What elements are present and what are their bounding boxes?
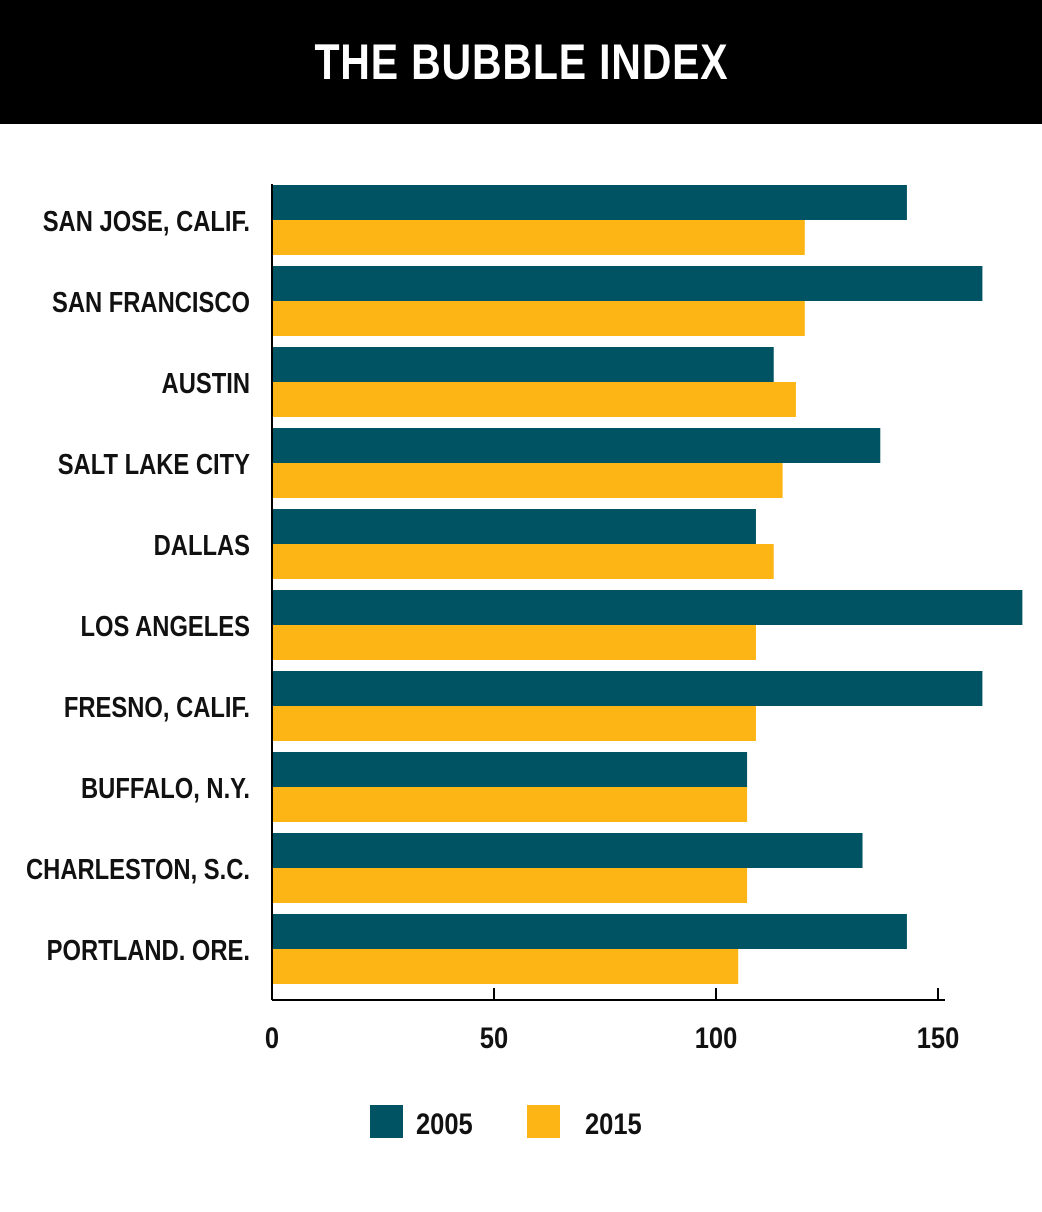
category-label: BUFFALO, N.Y. (81, 772, 250, 805)
bar-2015-9 (272, 949, 739, 984)
bar-2015-7 (272, 787, 748, 822)
bar-2015-8 (272, 868, 748, 903)
bar-2005-1 (272, 266, 983, 301)
bar-2005-2 (272, 347, 774, 382)
bar-2015-5 (272, 625, 756, 660)
x-tick-label: 150 (917, 1021, 960, 1054)
bar-2015-0 (272, 220, 805, 255)
chart-title: THE BUBBLE INDEX (313, 34, 729, 90)
legend-label-2015: 2015 (585, 1107, 642, 1140)
category-label: CHARLESTON, S.C. (26, 853, 250, 886)
bar-2005-0 (272, 185, 907, 220)
x-tick-label: 100 (695, 1021, 738, 1054)
bar-2005-6 (272, 671, 983, 706)
category-label: PORTLAND. ORE. (47, 934, 250, 967)
bar-2005-3 (272, 428, 881, 463)
category-label: FRESNO, CALIF. (64, 691, 250, 724)
bar-2015-6 (272, 706, 756, 741)
legend-swatch-2015 (527, 1105, 560, 1138)
category-label: SALT LAKE CITY (58, 448, 251, 481)
legend-swatch-2005 (370, 1105, 403, 1138)
bar-2005-5 (272, 590, 1023, 625)
x-tick-label: 50 (480, 1021, 508, 1054)
bar-2005-8 (272, 833, 863, 868)
bar-2015-4 (272, 544, 774, 579)
category-label: DALLAS (154, 529, 250, 562)
category-label: SAN FRANCISCO (52, 286, 250, 319)
bar-2005-4 (272, 509, 756, 544)
title-bar: THE BUBBLE INDEX (0, 0, 1042, 124)
bar-2005-7 (272, 752, 748, 787)
category-label: AUSTIN (162, 367, 250, 400)
bar-chart: SAN JOSE, CALIF. SAN FRANCISCO AUSTIN SALT … (26, 184, 1023, 1140)
bar-2005-9 (272, 914, 907, 949)
bar-2015-1 (272, 301, 805, 336)
x-tick-label: 0 (265, 1021, 279, 1054)
bar-2015-2 (272, 382, 796, 417)
category-label: LOS ANGELES (81, 610, 250, 643)
category-label: SAN JOSE, CALIF. (43, 205, 250, 238)
bar-2015-3 (272, 463, 783, 498)
legend-label-2005: 2005 (416, 1107, 473, 1140)
